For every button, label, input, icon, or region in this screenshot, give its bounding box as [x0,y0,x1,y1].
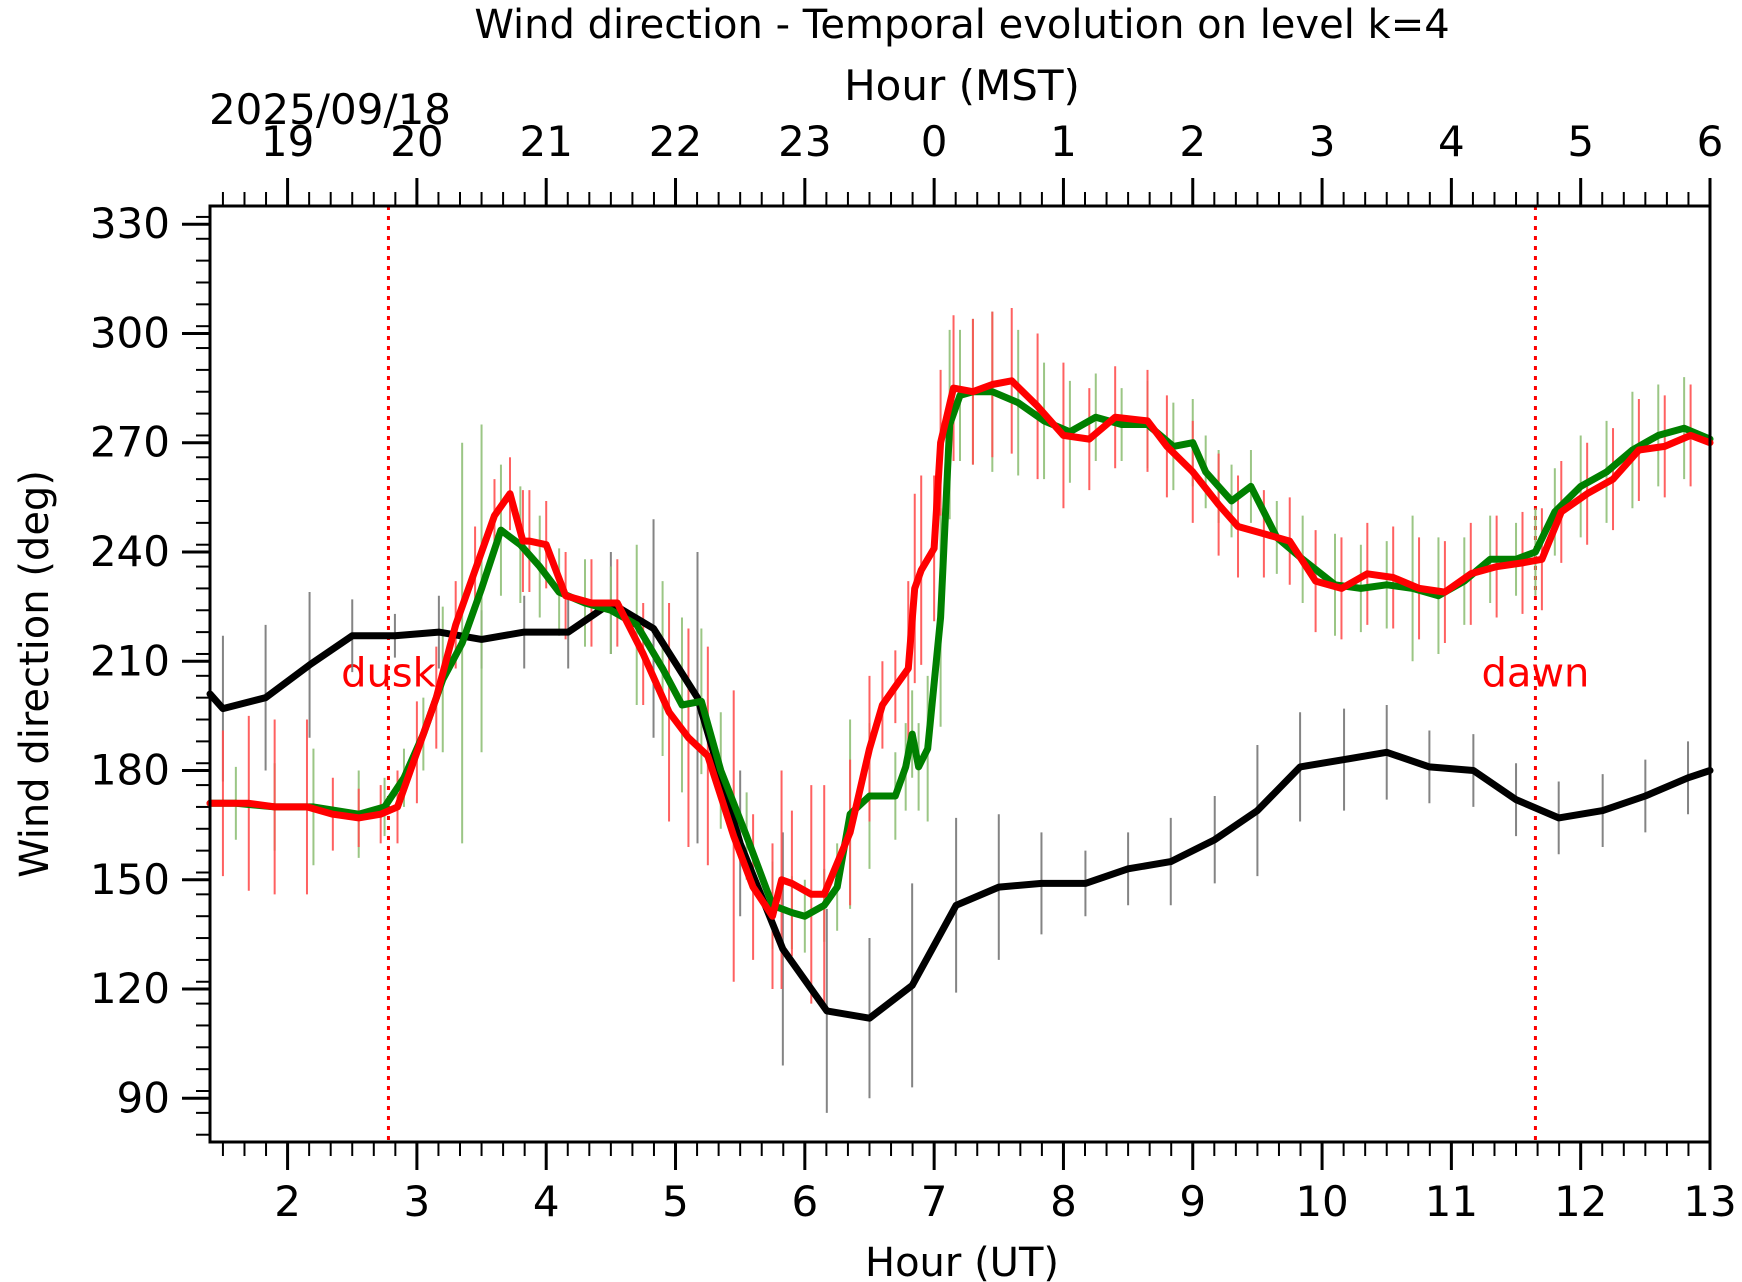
top-tick-label: 22 [649,117,702,166]
top-tick-label: 3 [1309,117,1336,166]
chart-title: Wind direction - Temporal evolution on l… [474,2,1449,48]
errorbars-series-0 [221,519,1711,1113]
events-layer: dusk dawn [341,206,1589,1142]
y-tick-label: 180 [90,746,170,795]
y-tick-label: 240 [90,527,170,576]
x-tick-label: 10 [1295,1177,1348,1226]
event-label-dusk: dusk [341,651,437,697]
x-tick-label: 4 [533,1177,560,1226]
y-tick-label: 90 [117,1073,170,1122]
y-tick-label: 210 [90,636,170,685]
y-tick-label: 150 [90,855,170,904]
x-tick-label: 8 [1050,1177,1077,1226]
top-tick-label: 23 [778,117,831,166]
x-tick-label: 9 [1179,1177,1206,1226]
event-label-dawn: dawn [1481,651,1589,697]
top-tick-label: 0 [921,117,948,166]
y-axis-label: Wind direction (deg) [12,470,58,878]
top-tick-label: 4 [1438,117,1465,166]
top-axis-label: Hour (MST) [844,61,1080,110]
top-tick-label: 1 [1050,117,1077,166]
x-axis-label: Hour (UT) [865,1240,1059,1282]
y-tick-label: 120 [90,964,170,1013]
x-tick-label: 5 [662,1177,689,1226]
y-tick-label: 270 [90,418,170,467]
series-line-0 [206,599,1714,1022]
top-tick-label: 5 [1567,117,1594,166]
y-tick-label: 330 [90,199,170,248]
x-tick-label: 7 [921,1177,948,1226]
x-tick-label: 13 [1683,1177,1736,1226]
top-tick-label: 21 [519,117,572,166]
top-tick-label: 2 [1179,117,1206,166]
plot-area [206,307,1714,1113]
x-tick-label: 2 [274,1177,301,1226]
x-tick-label: 11 [1425,1177,1478,1226]
x-tick-label: 12 [1554,1177,1607,1226]
top-tick-label: 6 [1697,117,1724,166]
x-tick-label: 6 [791,1177,818,1226]
x-tick-label: 3 [404,1177,431,1226]
top-tick-label: 20 [390,117,443,166]
y-tick-label: 300 [90,308,170,357]
plot-frame [208,204,1712,1144]
series-line-2 [206,377,1714,920]
date-label: 2025/09/18 [209,85,451,134]
top-tick-label: 19 [261,117,314,166]
